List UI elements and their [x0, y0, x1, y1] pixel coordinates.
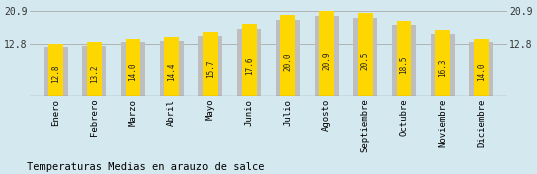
Text: 14.0: 14.0	[128, 63, 137, 81]
Bar	[315, 16, 338, 96]
Bar	[199, 36, 222, 96]
Text: Temperaturas Medias en arauzo de salce: Temperaturas Medias en arauzo de salce	[27, 162, 264, 172]
Bar	[276, 20, 300, 96]
Bar	[319, 11, 334, 96]
Text: 20.0: 20.0	[284, 53, 292, 71]
Bar	[397, 21, 411, 96]
Text: 16.3: 16.3	[438, 59, 447, 77]
Text: 17.6: 17.6	[245, 57, 253, 75]
Bar	[392, 25, 416, 96]
Bar	[237, 29, 261, 96]
Bar	[164, 37, 179, 96]
Bar	[280, 15, 295, 96]
Bar	[436, 30, 450, 96]
Bar	[82, 46, 106, 96]
Bar	[242, 25, 257, 96]
Bar	[87, 42, 101, 96]
Text: 20.9: 20.9	[322, 51, 331, 70]
Text: 13.2: 13.2	[90, 64, 99, 83]
Bar	[203, 32, 218, 96]
Bar	[474, 39, 489, 96]
Bar	[121, 42, 145, 96]
Bar	[48, 44, 63, 96]
Bar	[43, 47, 68, 96]
Text: 14.0: 14.0	[477, 63, 486, 81]
Bar	[353, 18, 378, 96]
Bar	[126, 39, 140, 96]
Text: 15.7: 15.7	[206, 60, 215, 78]
Bar	[431, 34, 455, 96]
Bar	[469, 42, 494, 96]
Bar	[159, 41, 184, 96]
Text: 14.4: 14.4	[167, 62, 176, 81]
Text: 18.5: 18.5	[400, 55, 409, 74]
Text: 12.8: 12.8	[51, 65, 60, 83]
Bar	[358, 13, 373, 96]
Text: 20.5: 20.5	[361, 52, 370, 70]
